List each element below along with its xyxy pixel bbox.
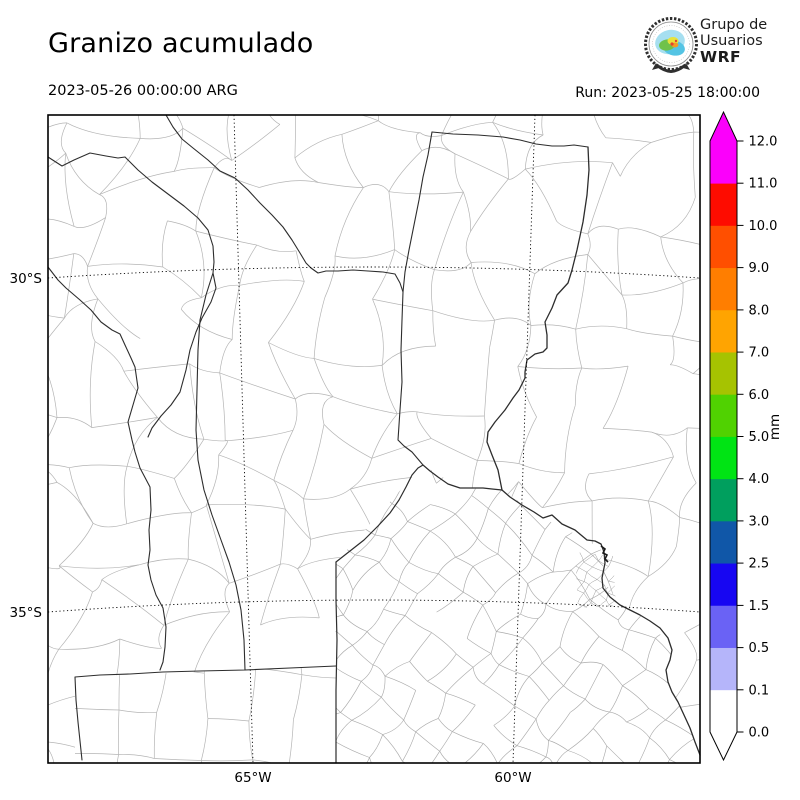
wreath-ribbon [657, 64, 685, 74]
colorbar-tick-label: 4.0 [749, 472, 770, 487]
colorbar-tick-label: 3.0 [749, 514, 770, 529]
gridline-35S [47, 599, 701, 613]
colorbar-tick-label: 2.5 [749, 557, 770, 572]
province-boundary [74, 665, 337, 761]
colorbar: 0.0 0.1 0.5 1.5 2.5 3.0 4.0 5.0 6.0 7.0 8.0 9.0 10.0… [709, 110, 783, 762]
colorbar-tick-label: 6.0 [749, 388, 770, 403]
colorbar-band [710, 352, 737, 395]
colorbar-band [710, 605, 737, 648]
logo-globe-imagery [655, 29, 685, 56]
colorbar-tick-label: 0.0 [749, 726, 770, 741]
page-title: Granizo acumulado [48, 28, 314, 59]
province-boundaries [47, 114, 701, 764]
colorbar-band [710, 436, 737, 480]
lat-tick-label: 30°S [10, 271, 43, 287]
colorbar-unit-label: mm [767, 414, 783, 440]
map-plot: 30°S 35°S 65°W 60°W 0.0 0.1 0.5 1.5 2.5 3.0 4.0 5.… [10, 110, 783, 786]
province-boundary [431, 131, 589, 148]
province-boundary [165, 114, 404, 293]
colorbar-over-arrow [710, 112, 737, 141]
logo-line-3: WRF [700, 48, 742, 67]
colorbar-tick-label: 11.0 [749, 177, 778, 192]
colorbar-band [710, 647, 737, 691]
colorbar-band [710, 309, 737, 353]
gridline-65W [233, 114, 254, 764]
lon-tick-label: 60°W [494, 770, 531, 786]
province-boundary [47, 266, 167, 671]
province-boundary [335, 464, 503, 563]
map-frame [47, 114, 701, 764]
colorbar-band [710, 520, 737, 564]
colorbar-band [710, 478, 737, 522]
wrf-logo-seal [644, 17, 698, 74]
model-run-label: Run: 2023-05-25 18:00:00 [575, 85, 760, 101]
colorbar-band [710, 689, 737, 733]
province-boundary [501, 489, 701, 756]
colorbar-band [710, 141, 737, 184]
gridline-30S [47, 266, 701, 279]
province-boundary [397, 131, 433, 466]
province-boundary [195, 272, 246, 671]
logo-line-1: Grupo de [700, 17, 768, 33]
colorbar-tick-label: 12.0 [749, 135, 778, 150]
colorbar-tick-label: 5.0 [749, 430, 770, 445]
department-texture [336, 465, 700, 763]
colorbar-tick-label: 10.0 [749, 219, 778, 234]
colorbar-tick-label: 8.0 [749, 303, 770, 318]
gridline-60W [512, 114, 536, 764]
department-texture [48, 115, 700, 763]
parana-delta [600, 545, 609, 563]
colorbar-under-arrow [710, 732, 737, 760]
wrf-users-group-logo: Grupo de Usuarios WRF [643, 12, 800, 80]
colorbar-band [710, 267, 737, 311]
colorbar-band [710, 183, 737, 226]
lon-tick-label: 65°W [234, 770, 271, 786]
axis-labels: 30°S 35°S 65°W 60°W [10, 271, 532, 786]
colorbar-tick-label: 1.5 [749, 599, 770, 614]
colorbar-band [710, 563, 737, 606]
province-boundary [335, 561, 338, 764]
department-texture [575, 552, 616, 608]
valid-time-label: 2023-05-26 00:00:00 ARG [48, 83, 238, 99]
logo-line-2: Usuarios [700, 33, 763, 50]
colorbar-tick-label: 0.5 [749, 641, 770, 656]
colorbar-tick-label: 9.0 [749, 261, 770, 276]
lat-tick-label: 35°S [10, 605, 43, 621]
province-boundary [47, 152, 217, 438]
department-boundaries [48, 115, 700, 763]
graticule [47, 114, 701, 764]
colorbar-band [710, 394, 737, 437]
laurel-wreath [644, 17, 698, 71]
province-boundary [486, 146, 590, 491]
logo-text: Grupo de Usuarios WRF [700, 17, 767, 67]
colorbar-tick-label: 0.1 [749, 683, 770, 698]
colorbar-tick-label: 7.0 [749, 346, 770, 361]
colorbar-band [710, 225, 737, 269]
